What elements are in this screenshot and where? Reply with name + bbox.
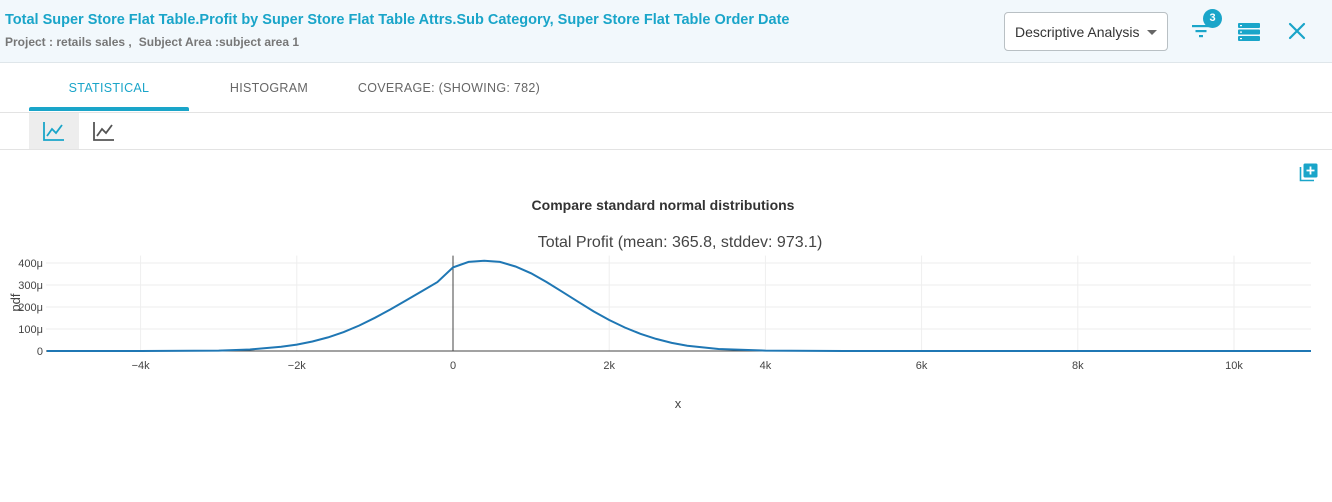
tab-coverage[interactable]: COVERAGE: (SHOWING: 782): [357, 81, 541, 95]
x-tick-label: 4k: [760, 360, 772, 372]
x-axis-title: x: [675, 396, 682, 411]
y-axis-title: pdf: [8, 293, 23, 311]
line-chart-button[interactable]: [29, 113, 79, 149]
x-tick-label: 8k: [1072, 360, 1084, 372]
add-to-dashboard-button[interactable]: [1299, 162, 1319, 182]
list-view-button[interactable]: [1237, 21, 1261, 43]
y-tick-label: 0: [37, 346, 43, 358]
line-chart-icon: [93, 122, 114, 141]
page-title: Total Super Store Flat Table.Profit by S…: [5, 12, 790, 28]
project-subtitle: Project : retails sales , Subject Area :s…: [5, 35, 299, 49]
tab-statistical[interactable]: STATISTICAL: [68, 81, 150, 95]
filter-icon: [1192, 25, 1210, 38]
x-tick-label: 0: [450, 360, 456, 372]
subject-area-label: Subject Area :subject area 1: [138, 35, 300, 49]
x-tick-label: 10k: [1225, 360, 1243, 372]
list-icon: [1238, 23, 1260, 41]
chart-title: Compare standard normal distributions: [531, 197, 795, 213]
project-label: Project : retails sales ,: [5, 35, 132, 49]
active-tab-indicator: [29, 107, 189, 111]
distribution-chart: 0 100μ 200μ 300μ 400μ −4k −2k 0 2k 4k 6k 8k 10k pdf x: [8, 255, 1311, 411]
y-tick-label: 300μ: [18, 280, 43, 292]
add-box-icon: [1299, 163, 1318, 182]
line-chart-icon: [43, 122, 64, 141]
x-tick-label: 2k: [603, 360, 615, 372]
chart-subtitle: Total Profit (mean: 365.8, stddev: 973.1…: [537, 234, 823, 251]
line-chart-alt-button[interactable]: [79, 113, 129, 149]
close-button[interactable]: [1287, 21, 1307, 41]
pdf-series-line: [46, 259, 1311, 352]
analysis-type-value: Descriptive Analysis: [1015, 23, 1140, 40]
filter-button[interactable]: [1189, 18, 1215, 44]
x-tick-label: −4k: [132, 360, 151, 372]
close-icon: [1288, 22, 1306, 40]
x-tick-label: −2k: [288, 360, 307, 372]
y-tick-label: 400μ: [18, 258, 43, 270]
chart-toolbar: [0, 113, 1332, 150]
header-bar: Total Super Store Flat Table.Profit by S…: [0, 0, 1332, 63]
tab-bar: STATISTICAL HISTOGRAM COVERAGE: (SHOWING…: [0, 63, 1332, 113]
y-tick-label: 100μ: [18, 324, 43, 336]
y-tick-label: 200μ: [18, 302, 43, 314]
filter-count-badge: 3: [1203, 9, 1222, 28]
tab-histogram[interactable]: HISTOGRAM: [229, 81, 309, 95]
caret-down-icon: [1147, 30, 1157, 35]
analysis-type-dropdown[interactable]: Descriptive Analysis: [1004, 12, 1168, 51]
x-tick-label: 6k: [916, 360, 928, 372]
